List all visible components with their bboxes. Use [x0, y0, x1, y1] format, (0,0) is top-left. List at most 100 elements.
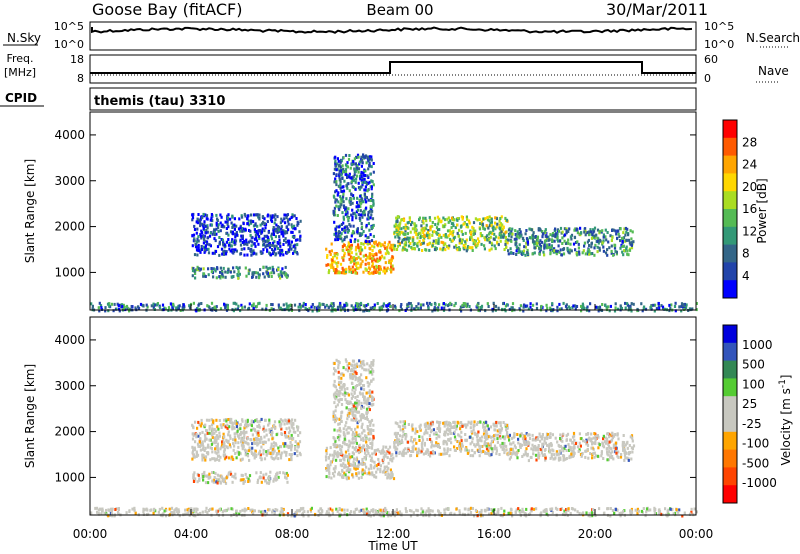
power-cell: [345, 184, 348, 188]
power-cell: [354, 180, 357, 184]
power-cell: [370, 165, 373, 169]
power-cell: [619, 246, 622, 250]
power-cell: [356, 261, 360, 265]
velocity-cell: [290, 448, 293, 452]
power-cell: [510, 239, 513, 243]
power-cell: [251, 275, 254, 279]
velocity-cell: [285, 427, 288, 431]
power-cell: [342, 229, 345, 233]
velocity-cell: [388, 451, 391, 455]
velocity-cell: [294, 440, 297, 444]
velocity-cell: [398, 452, 401, 455]
velocity-cell: [448, 428, 451, 432]
velocity-cell: [493, 437, 496, 441]
power-cell: [452, 230, 455, 233]
power-cell: [202, 224, 205, 228]
velocity-cell: [214, 471, 217, 475]
power-cell: [333, 254, 336, 258]
power-cell: [532, 231, 535, 235]
velocity-cell: [476, 421, 479, 424]
power-cell: [481, 222, 484, 226]
velocity-cell: [363, 469, 366, 473]
power-cell: [188, 304, 191, 308]
power-cell: [356, 303, 359, 307]
power-cell: [252, 224, 256, 228]
power-cell: [583, 230, 586, 234]
power-cell: [539, 244, 542, 248]
power-cell: [532, 233, 535, 237]
power-cell: [230, 275, 234, 279]
power-cell: [341, 164, 344, 168]
velocity-cell: [466, 451, 469, 455]
velocity-cell: [577, 450, 580, 453]
velocity-cell: [260, 417, 263, 421]
velocity-cell: [388, 473, 391, 477]
power-cell: [380, 243, 383, 247]
velocity-cell: [404, 437, 407, 441]
power-cell: [362, 200, 365, 204]
power-cell: [358, 160, 361, 164]
power-cell: [474, 229, 477, 233]
power-cell: [353, 262, 356, 266]
power-cell: [444, 303, 447, 307]
velocity-cell: [343, 437, 346, 441]
power-cell: [505, 303, 509, 307]
power-cell: [438, 233, 441, 237]
velocity-cell: [262, 427, 265, 431]
power-cell: [200, 236, 203, 240]
power-cell: [121, 305, 124, 308]
velocity-cell: [411, 440, 414, 444]
velocity-cell: [469, 426, 472, 430]
power-cell: [606, 248, 609, 252]
velocity-cell: [335, 388, 338, 392]
power-cell: [177, 307, 180, 311]
velocity-cell: [632, 444, 636, 448]
velocity-cell: [337, 436, 340, 440]
power-cell: [347, 217, 350, 220]
power-cell: [218, 275, 221, 279]
power-cell: [357, 155, 360, 159]
velocity-cell: [578, 448, 581, 452]
velocity-cell: [425, 450, 428, 454]
power-cell: [632, 302, 635, 306]
velocity-cell: [201, 458, 204, 462]
velocity-cell: [214, 441, 217, 445]
power-cell: [339, 205, 342, 209]
power-cell: [428, 236, 431, 240]
power-cell: [311, 309, 314, 313]
velocity-cell: [362, 439, 365, 442]
velocity-cell: [415, 441, 418, 445]
power-cell: [590, 241, 593, 245]
velocity-cell: [251, 442, 254, 446]
power-cell: [277, 268, 280, 271]
velocity-cell: [215, 434, 218, 438]
power-cell: [610, 244, 613, 248]
velocity-cell: [355, 449, 358, 453]
power-cell: [370, 205, 373, 209]
velocity-cell: [560, 435, 564, 439]
power-cell: [355, 155, 358, 159]
velocity-cell: [345, 401, 348, 404]
power-cell: [444, 233, 447, 236]
power-cell: [283, 239, 286, 243]
power-cell: [563, 227, 566, 231]
velocity-cell: [339, 416, 343, 420]
velocity-cell: [553, 453, 556, 457]
power-cell: [515, 253, 518, 256]
power-cell: [553, 239, 556, 243]
velocity-cell: [443, 448, 446, 452]
power-cell: [195, 231, 198, 235]
power-cell: [202, 237, 206, 241]
velocity-cell: [337, 444, 340, 448]
power-cell: [493, 244, 496, 248]
velocity-cell: [248, 446, 251, 450]
power-cell: [362, 309, 365, 313]
velocity-cell: [345, 392, 349, 396]
power-cell: [522, 249, 526, 253]
power-cell: [248, 302, 251, 306]
velocity-cell: [252, 427, 255, 431]
power-cell: [558, 250, 561, 254]
power-cell: [362, 211, 365, 215]
power-cell: [567, 241, 570, 245]
power-cell: [357, 246, 360, 250]
